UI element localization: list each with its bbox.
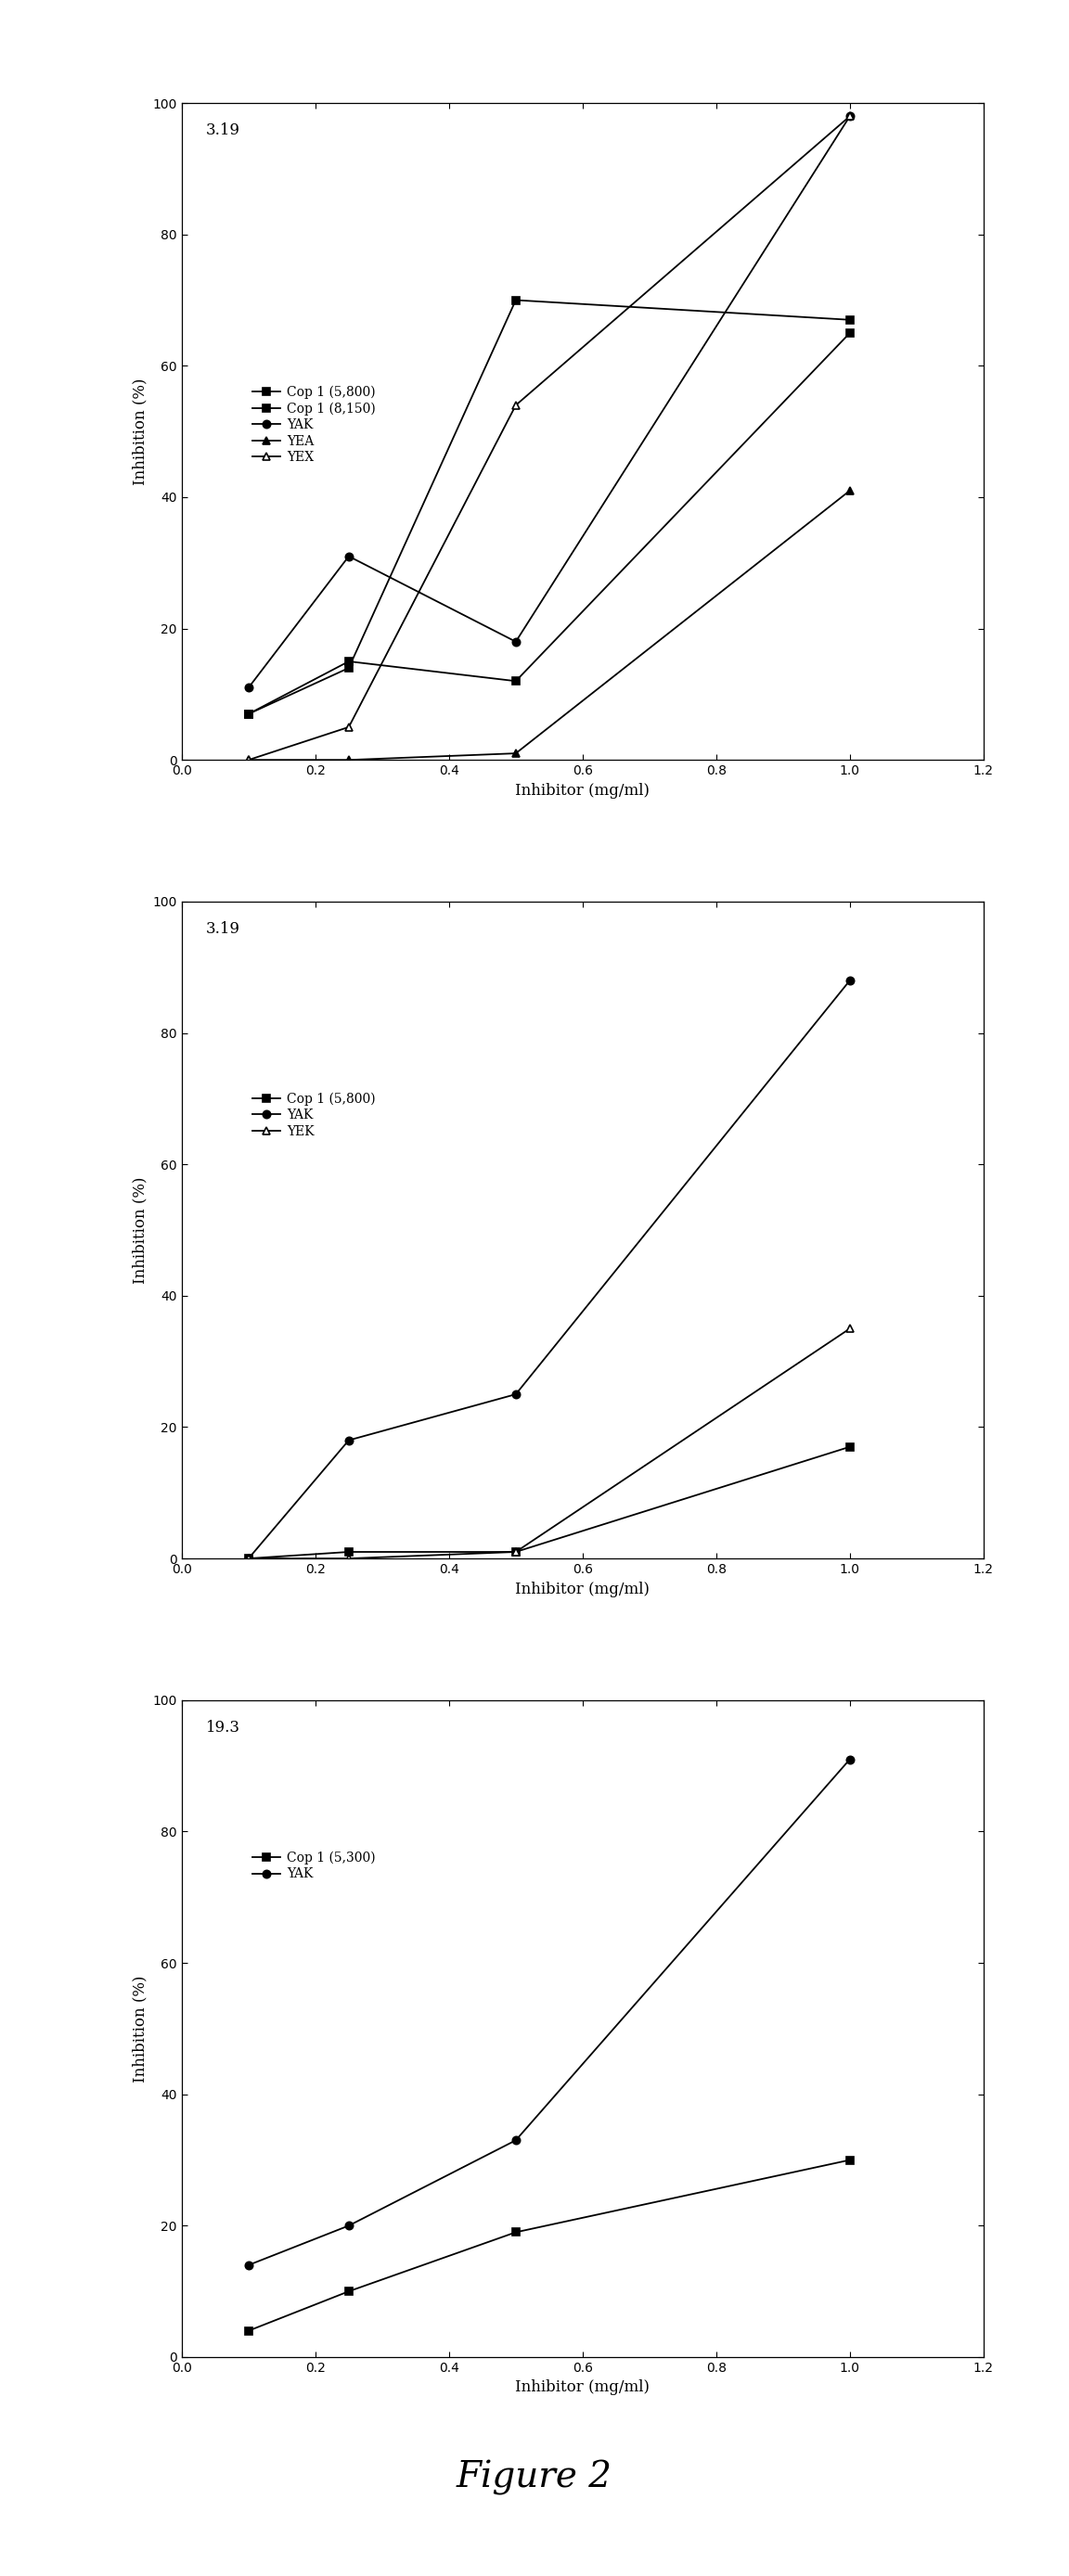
- Text: 3.19: 3.19: [205, 922, 241, 938]
- Y-axis label: Inhibition (%): Inhibition (%): [131, 1976, 148, 2081]
- Text: 3.19: 3.19: [205, 124, 241, 139]
- X-axis label: Inhibitor (mg/ml): Inhibitor (mg/ml): [515, 1582, 650, 1597]
- Legend: Cop 1 (5,800), Cop 1 (8,150), YAK, YEA, YEX: Cop 1 (5,800), Cop 1 (8,150), YAK, YEA, …: [252, 386, 376, 464]
- Text: Figure 2: Figure 2: [456, 2460, 613, 2496]
- Y-axis label: Inhibition (%): Inhibition (%): [131, 379, 148, 484]
- Text: 19.3: 19.3: [205, 1721, 241, 1736]
- Legend: Cop 1 (5,300), YAK: Cop 1 (5,300), YAK: [252, 1852, 376, 1880]
- X-axis label: Inhibitor (mg/ml): Inhibitor (mg/ml): [515, 783, 650, 799]
- Y-axis label: Inhibition (%): Inhibition (%): [131, 1177, 148, 1283]
- X-axis label: Inhibitor (mg/ml): Inhibitor (mg/ml): [515, 2380, 650, 2396]
- Legend: Cop 1 (5,800), YAK, YEK: Cop 1 (5,800), YAK, YEK: [252, 1092, 376, 1139]
